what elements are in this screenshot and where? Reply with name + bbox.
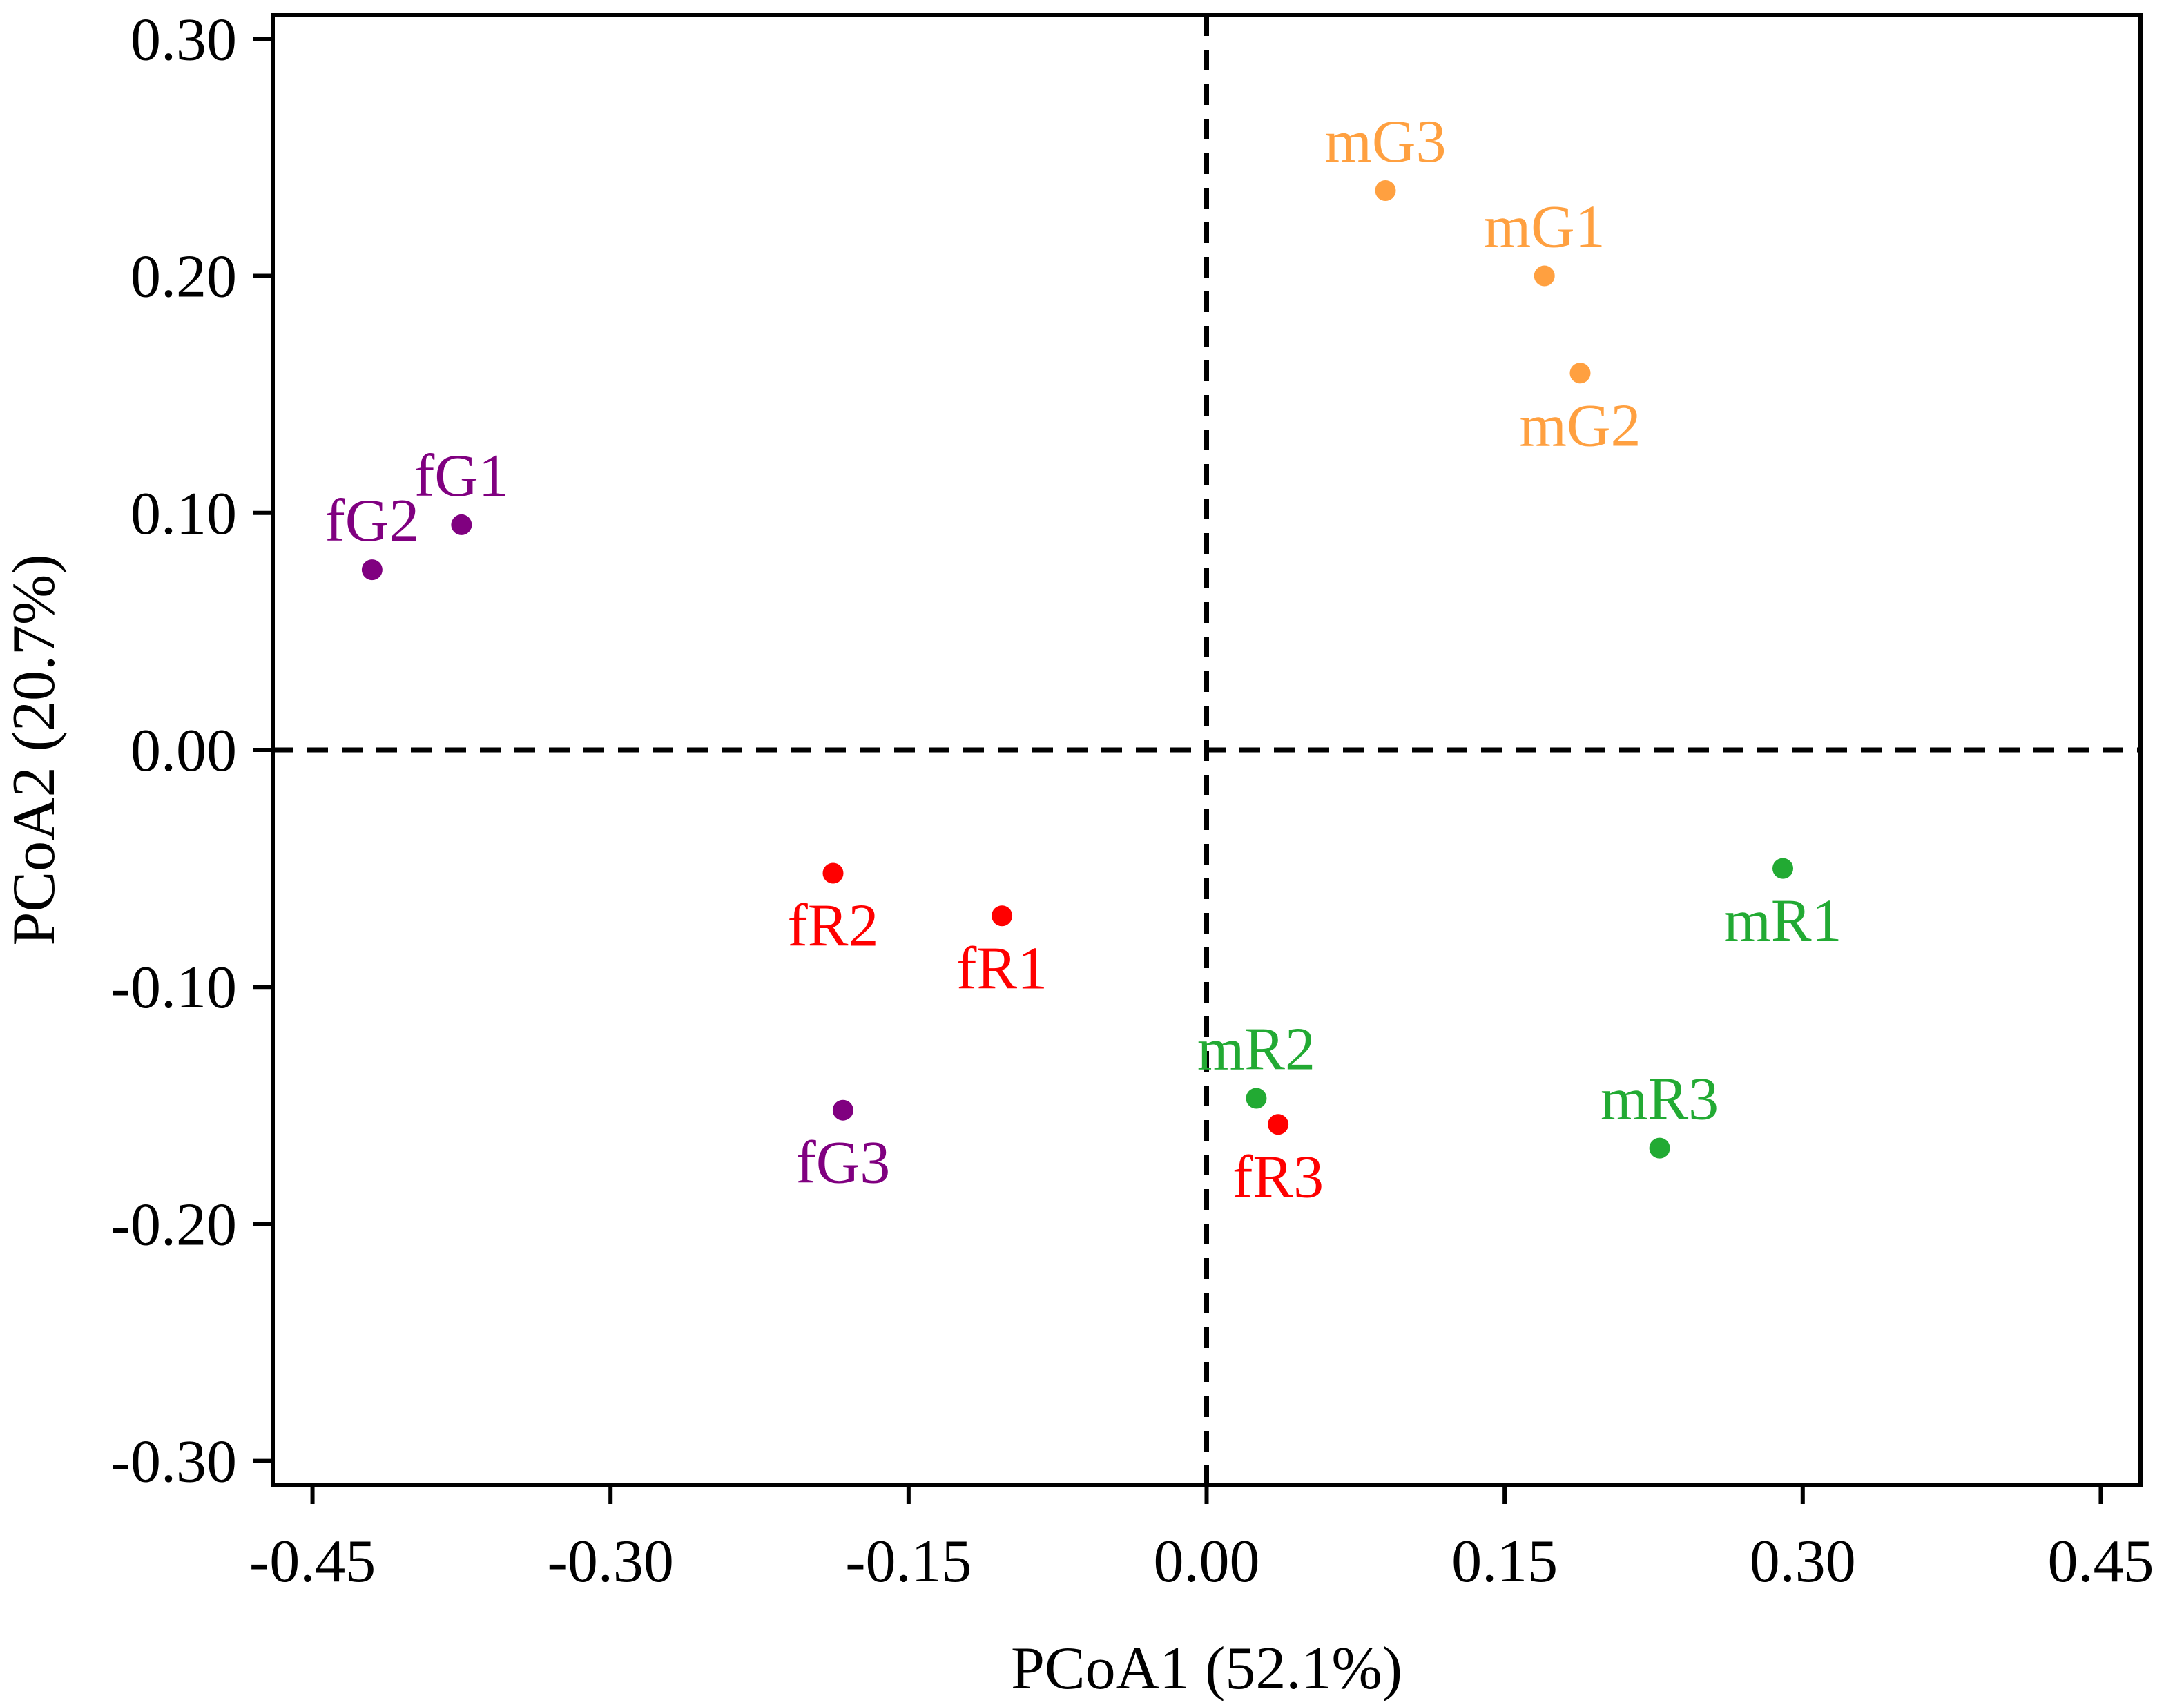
x-tick-label: 0.30 [1750,1528,1856,1595]
data-point-mr3 [1649,1137,1670,1159]
data-point-fg1 [451,514,472,535]
point-label-fg2: fG2 [325,488,419,554]
data-point-fr2 [822,862,844,884]
y-axis-label: PCoA2 (20.7%) [1,554,68,945]
x-tick-label: -0.30 [548,1528,674,1595]
data-point-mg1 [1534,265,1555,287]
data-point-mr2 [1246,1088,1267,1109]
data-point-fr3 [1268,1114,1289,1135]
x-axis-label: PCoA1 (52.1%) [1011,1635,1402,1702]
data-point-fg2 [361,559,383,581]
y-tick-label: 0.10 [131,481,237,548]
point-label-mr2: mR2 [1197,1016,1315,1083]
plot-frame [271,13,2143,1487]
x-tick-label: 0.00 [1154,1528,1260,1595]
y-tick-label: 0.30 [131,6,237,73]
x-tick-label: -0.15 [845,1528,972,1595]
x-tick-label: 0.45 [2047,1528,2154,1595]
point-label-mr1: mR1 [1723,888,1842,955]
data-point-fg3 [832,1099,853,1121]
y-tick-label: -0.10 [110,954,237,1021]
point-label-fr2: fR2 [788,892,879,959]
point-label-mg1: mG1 [1484,194,1605,261]
y-tick-label: 0.00 [131,717,237,784]
point-label-fg3: fG3 [795,1130,890,1197]
data-point-mg3 [1375,180,1396,201]
point-label-fg1: fG1 [414,443,509,510]
reference-lines [273,15,2140,1485]
y-tick-label: -0.30 [110,1429,237,1496]
point-label-fr1: fR1 [956,935,1047,1002]
point-label-mg2: mG2 [1520,392,1641,459]
y-axis-ticks: -0.30 -0.20 -0.10 0.00 0.10 0.20 0.30 [110,6,273,1496]
point-label-fr3: fR3 [1233,1144,1324,1211]
point-label-mr3: mR3 [1601,1066,1719,1133]
data-point-mr1 [1772,858,1794,879]
x-axis-ticks: -0.45 -0.30 -0.15 0.00 0.15 0.30 0.45 [249,1485,2154,1595]
point-label-mg3: mG3 [1324,108,1446,175]
x-tick-label: 0.15 [1451,1528,1558,1595]
data-point-mg2 [1569,363,1591,384]
y-tick-label: 0.20 [131,244,237,311]
y-tick-label: -0.20 [110,1191,237,1258]
data-point-fr1 [992,905,1013,927]
data-points [361,180,1794,1159]
x-tick-label: -0.45 [249,1528,376,1595]
